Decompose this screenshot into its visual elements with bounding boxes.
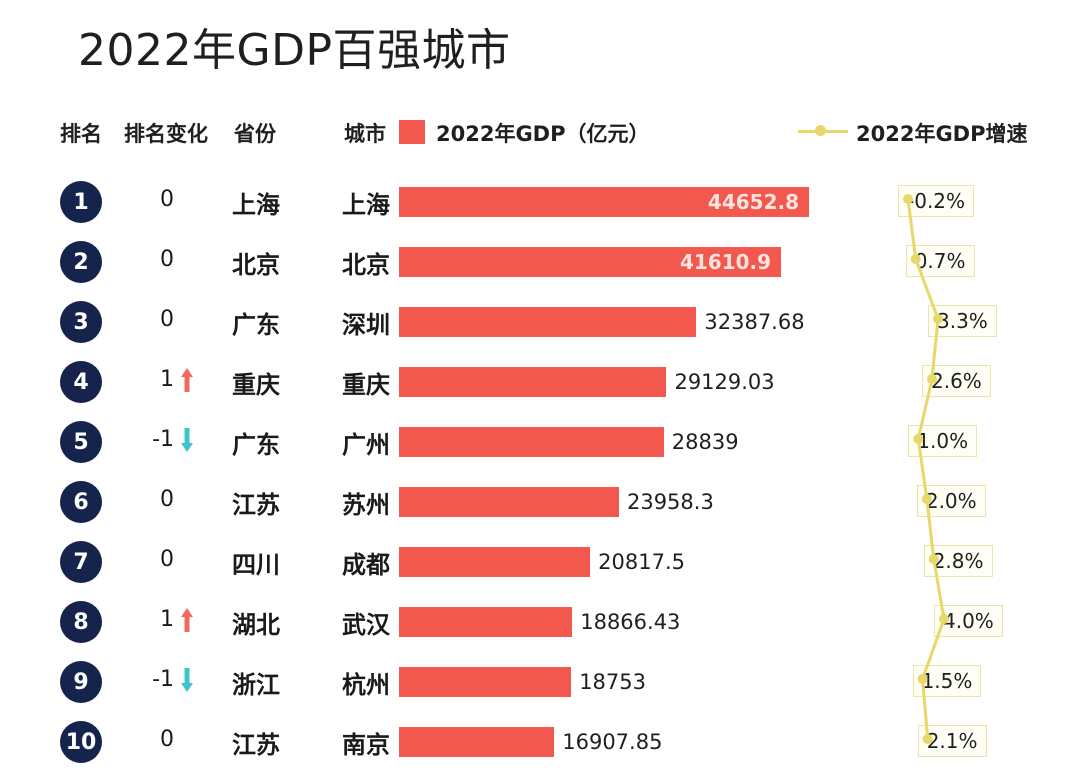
rank-badge: 2 — [60, 241, 102, 283]
table-row: 10 0 江苏 南京 16907.85 2.1% — [0, 711, 1080, 771]
growth-value-label: 1.0% — [908, 425, 978, 457]
province-label: 江苏 — [232, 731, 280, 759]
growth-value-label: 2.1% — [917, 725, 987, 757]
gdp-value-label: 23958.3 — [626, 490, 714, 514]
rank-change-value: 1 — [160, 607, 174, 632]
rank-badge: 4 — [60, 361, 102, 403]
growth-legend-dot — [815, 125, 826, 136]
rank-badge: 10 — [60, 721, 102, 763]
table-row: 3 0 广东 深圳 32387.68 3.3% — [0, 291, 1080, 351]
province-label: 广东 — [232, 311, 280, 339]
city-label: 重庆 — [342, 371, 390, 399]
gdp-legend-swatch — [399, 120, 425, 144]
rank-change-value: -1 — [152, 667, 174, 692]
gdp-value-label: 28839 — [671, 430, 739, 454]
gdp-bar — [399, 427, 664, 457]
gdp-bar — [399, 727, 555, 757]
gdp-bar — [399, 547, 591, 577]
rank-change-value: 1 — [160, 367, 174, 392]
province-label: 上海 — [232, 191, 280, 219]
province-label: 四川 — [232, 551, 280, 579]
rank-change-value: 0 — [160, 487, 174, 512]
gdp-value-label: 20817.5 — [598, 550, 685, 574]
gdp-bar — [399, 367, 667, 397]
table-row: 9 -1 浙江 杭州 18753 1.5% — [0, 651, 1080, 711]
header-rank: 排名 — [60, 122, 102, 146]
gdp-bar — [399, 487, 619, 517]
arrow-up-icon — [181, 368, 193, 392]
header-rank-change: 排名变化 — [124, 122, 208, 146]
province-label: 重庆 — [232, 371, 280, 399]
province-label: 江苏 — [232, 491, 280, 519]
growth-value-label: -0.2% — [898, 185, 975, 217]
table-row: 4 1 重庆 重庆 29129.03 2.6% — [0, 351, 1080, 411]
growth-value-label: 4.0% — [934, 605, 1003, 637]
growth-value-label: 2.6% — [922, 365, 991, 397]
table-row: 2 0 北京 北京 41610.9 0.7% — [0, 231, 1080, 291]
table-row: 7 0 四川 成都 20817.5 2.8% — [0, 531, 1080, 591]
city-label: 北京 — [342, 251, 390, 279]
growth-value-label: 0.7% — [905, 245, 975, 277]
rank-change-value: 0 — [160, 247, 174, 272]
gdp-value-label: 16907.85 — [562, 730, 663, 754]
rank-change-value: -1 — [152, 427, 174, 452]
city-label: 苏州 — [342, 491, 390, 519]
gdp-bar — [399, 307, 697, 337]
rank-badge: 3 — [60, 301, 102, 343]
gdp-bar — [399, 607, 573, 637]
table-row: 1 0 上海 上海 44652.8 -0.2% — [0, 171, 1080, 231]
growth-value-label: 3.3% — [928, 305, 997, 337]
province-label: 浙江 — [232, 671, 280, 699]
arrow-up-icon — [181, 608, 193, 632]
city-label: 南京 — [342, 731, 390, 759]
gdp-value-label: 44652.8 — [707, 190, 799, 214]
arrow-down-icon — [181, 668, 193, 692]
province-label: 广东 — [232, 431, 280, 459]
header-city: 城市 — [344, 122, 386, 146]
growth-value-label: 1.5% — [912, 665, 982, 697]
city-label: 武汉 — [342, 611, 390, 639]
gdp-value-label: 18866.43 — [580, 610, 681, 634]
table-row: 6 0 江苏 苏州 23958.3 2.0% — [0, 471, 1080, 531]
gdp-bar — [399, 667, 572, 697]
city-label: 上海 — [342, 191, 390, 219]
city-label: 成都 — [342, 551, 390, 579]
rank-badge: 9 — [60, 661, 102, 703]
rank-change-value: 0 — [160, 307, 174, 332]
gdp-bar: 44652.8 — [399, 187, 809, 217]
province-label: 湖北 — [232, 611, 280, 639]
growth-value-label: 2.8% — [923, 545, 993, 577]
rank-change-value: 0 — [160, 727, 174, 752]
header-province: 省份 — [234, 122, 276, 146]
gdp-value-label: 32387.68 — [704, 310, 805, 334]
rank-badge: 7 — [60, 541, 102, 583]
rank-badge: 5 — [60, 421, 102, 463]
rank-badge: 8 — [60, 601, 102, 643]
rank-change-value: 0 — [160, 547, 174, 572]
growth-value-label: 2.0% — [916, 485, 986, 517]
rank-change-value: 0 — [160, 187, 174, 212]
gdp-value-label: 29129.03 — [674, 370, 775, 394]
page-title: 2022年GDP百强城市 — [78, 25, 511, 76]
city-label: 杭州 — [342, 671, 390, 699]
city-label: 广州 — [342, 431, 390, 459]
rank-badge: 6 — [60, 481, 102, 523]
gdp-bar: 41610.9 — [399, 247, 782, 277]
arrow-down-icon — [181, 428, 193, 452]
gdp-legend-label: 2022年GDP（亿元） — [436, 122, 650, 146]
gdp-value-label: 41610.9 — [679, 250, 772, 274]
table-row: 5 -1 广东 广州 28839 1.0% — [0, 411, 1080, 471]
city-label: 深圳 — [342, 311, 390, 339]
rank-badge: 1 — [60, 181, 102, 223]
growth-legend-label: 2022年GDP增速 — [856, 122, 1028, 146]
table-row: 8 1 湖北 武汉 18866.43 4.0% — [0, 591, 1080, 651]
province-label: 北京 — [232, 251, 280, 279]
gdp-value-label: 18753 — [579, 670, 646, 694]
